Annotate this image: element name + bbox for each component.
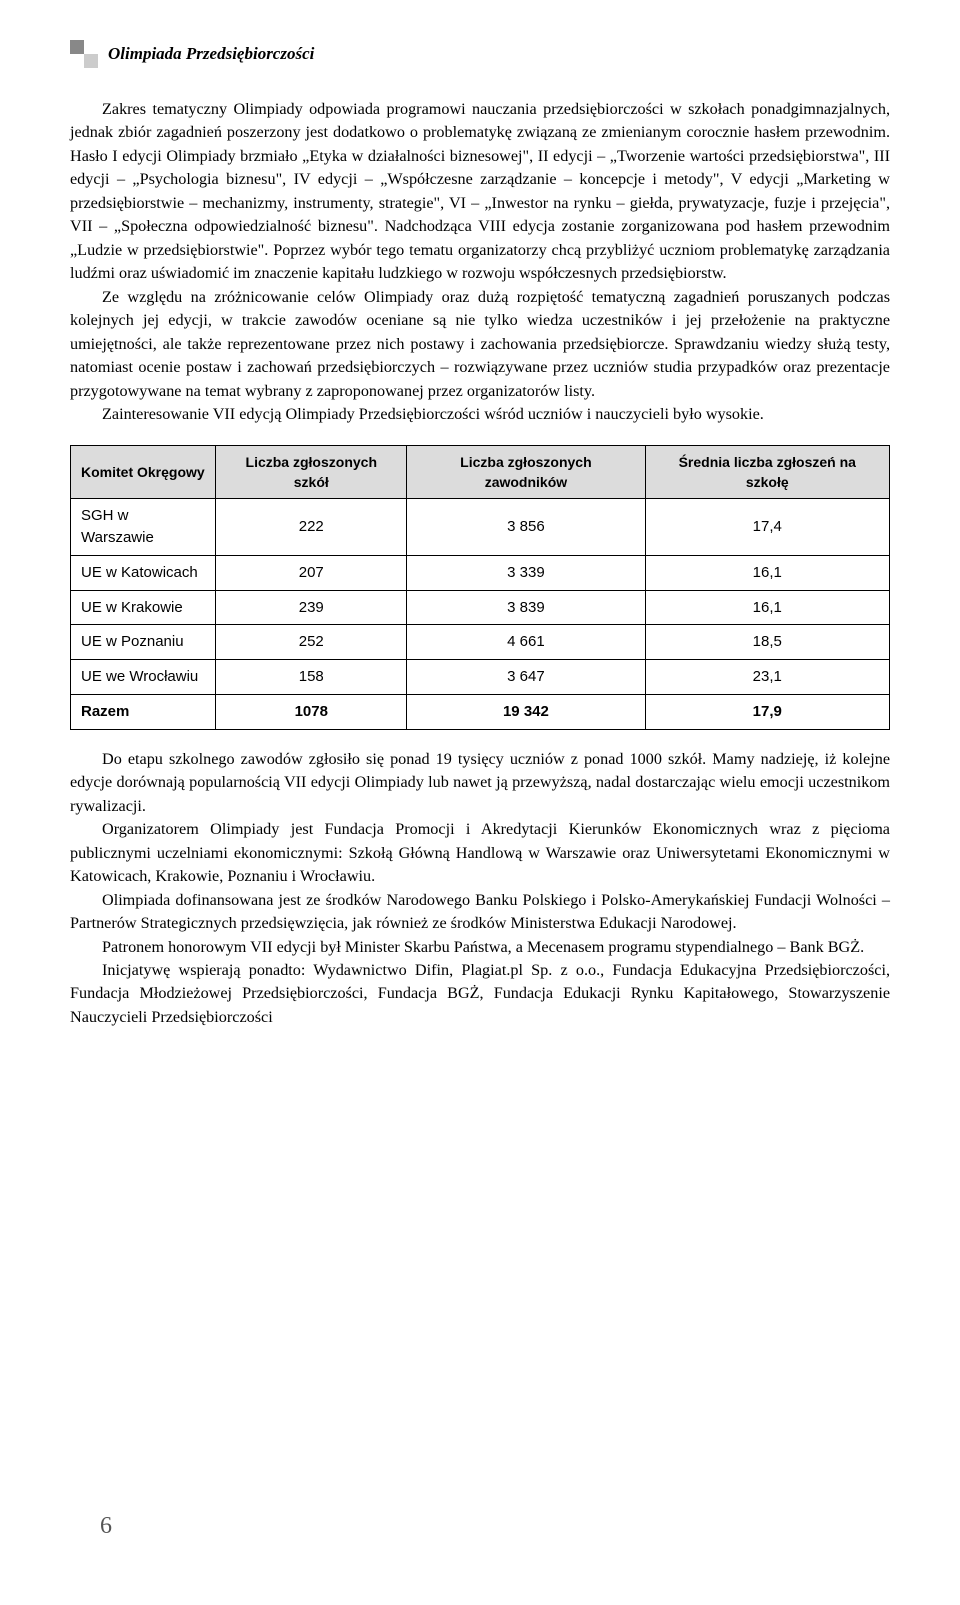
- table-cell: 19 342: [407, 694, 645, 729]
- table-row: UE w Katowicach 207 3 339 16,1: [71, 555, 890, 590]
- page-number: 6: [100, 1513, 112, 1540]
- table-cell: UE w Krakowie: [71, 590, 216, 625]
- table-cell: 222: [216, 499, 407, 556]
- table-row-total: Razem 1078 19 342 17,9: [71, 694, 890, 729]
- paragraph-2: Ze względu na zróżnicowanie celów Olimpi…: [70, 286, 890, 403]
- table-cell: 16,1: [645, 555, 889, 590]
- table-cell: 207: [216, 555, 407, 590]
- paragraph-3: Zainteresowanie VII edycją Olimpiady Prz…: [70, 403, 890, 426]
- paragraph-6: Olimpiada dofinansowana jest ze środków …: [70, 889, 890, 936]
- table-cell: 3 839: [407, 590, 645, 625]
- page-header: Olimpiada Przedsiębiorczości: [70, 40, 890, 68]
- table-cell: UE we Wrocławiu: [71, 660, 216, 695]
- table-row: UE w Krakowie 239 3 839 16,1: [71, 590, 890, 625]
- table-cell: 18,5: [645, 625, 889, 660]
- table-header: Liczba zgłoszonych szkół: [216, 445, 407, 499]
- table-cell: 1078: [216, 694, 407, 729]
- header-squares-icon: [70, 40, 98, 68]
- table-header: Komitet Okręgowy: [71, 445, 216, 499]
- table-header-row: Komitet Okręgowy Liczba zgłoszonych szkó…: [71, 445, 890, 499]
- table-row: SGH w Warszawie 222 3 856 17,4: [71, 499, 890, 556]
- header-title: Olimpiada Przedsiębiorczości: [108, 44, 314, 64]
- table-cell: 23,1: [645, 660, 889, 695]
- table-cell: SGH w Warszawie: [71, 499, 216, 556]
- table-cell: 17,9: [645, 694, 889, 729]
- table-cell: 16,1: [645, 590, 889, 625]
- paragraph-7: Patronem honorowym VII edycji był Minist…: [70, 936, 890, 959]
- table-cell: 252: [216, 625, 407, 660]
- table-cell: 239: [216, 590, 407, 625]
- table-row: UE we Wrocławiu 158 3 647 23,1: [71, 660, 890, 695]
- results-table: Komitet Okręgowy Liczba zgłoszonych szkó…: [70, 445, 890, 730]
- table-cell: Razem: [71, 694, 216, 729]
- table-header: Średnia liczba zgłoszeń na szkołę: [645, 445, 889, 499]
- table-cell: UE w Poznaniu: [71, 625, 216, 660]
- table-cell: 3 856: [407, 499, 645, 556]
- table-header: Liczba zgłoszonych zawodników: [407, 445, 645, 499]
- content: Zakres tematyczny Olimpiady odpowiada pr…: [70, 98, 890, 1029]
- paragraph-5: Organizatorem Olimpiady jest Fundacja Pr…: [70, 818, 890, 888]
- paragraph-1: Zakres tematyczny Olimpiady odpowiada pr…: [70, 98, 890, 286]
- table-cell: 17,4: [645, 499, 889, 556]
- table-cell: 158: [216, 660, 407, 695]
- table-row: UE w Poznaniu 252 4 661 18,5: [71, 625, 890, 660]
- paragraph-4: Do etapu szkolnego zawodów zgłosiło się …: [70, 748, 890, 818]
- table-cell: UE w Katowicach: [71, 555, 216, 590]
- paragraph-8: Inicjatywę wspierają ponadto: Wydawnictw…: [70, 959, 890, 1029]
- table-cell: 4 661: [407, 625, 645, 660]
- table-cell: 3 339: [407, 555, 645, 590]
- table-cell: 3 647: [407, 660, 645, 695]
